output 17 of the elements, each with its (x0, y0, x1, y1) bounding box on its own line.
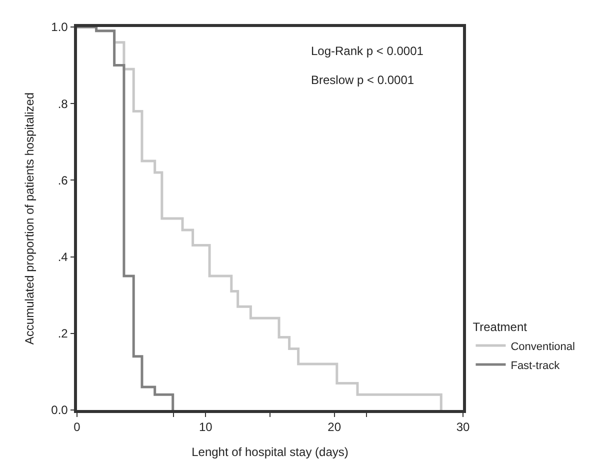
y-tick-label: .6 (58, 173, 68, 188)
x-tick-label: 0 (74, 420, 81, 434)
x-axis-title: Lenght of hospital stay (days) (192, 445, 348, 460)
y-axis-title: Accumulated proportion of patients hospitalized (22, 92, 36, 345)
y-tick-label: .4 (58, 250, 68, 264)
legend-title: Treatment (472, 320, 528, 334)
annotation: Log-Rank p < 0.0001 (311, 44, 424, 58)
y-tick-label: .8 (58, 96, 68, 111)
annotation: Breslow p < 0.0001 (311, 73, 414, 87)
y-tick-label: .2 (58, 326, 68, 341)
legend-label: Fast-track (510, 360, 560, 372)
legend-label: Conventional (510, 340, 575, 353)
y-tick-label: 0.0 (51, 403, 68, 418)
x-tick-label: 30 (456, 420, 470, 434)
y-tick-label: 1.0 (51, 20, 68, 34)
x-tick-label: 10 (198, 420, 213, 434)
x-tick-label: 20 (328, 420, 342, 434)
